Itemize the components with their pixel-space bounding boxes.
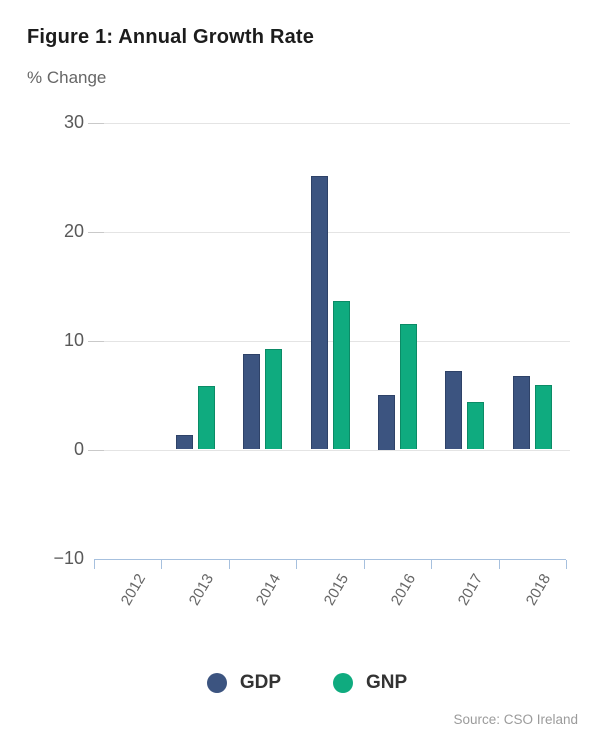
y-axis-tick xyxy=(88,231,104,233)
x-axis-line xyxy=(94,558,566,560)
gridline xyxy=(90,340,570,342)
y-axis-tick xyxy=(88,122,104,124)
legend-item-gnp[interactable]: GNP xyxy=(333,672,407,694)
bar-gnp-2015[interactable] xyxy=(332,301,350,450)
bar-gdp-2016[interactable] xyxy=(377,395,395,450)
bar-gnp-2018[interactable] xyxy=(534,385,552,450)
bar-gdp-2013[interactable] xyxy=(175,435,193,450)
gdp-legend-dot-icon xyxy=(206,673,227,693)
gridline xyxy=(90,122,570,124)
gnp-legend-dot-icon xyxy=(333,673,353,693)
x-axis-tick xyxy=(94,559,95,569)
legend-item-gdp[interactable]: GDP xyxy=(206,672,281,694)
x-axis-label-2014: 2014 xyxy=(252,571,285,609)
bar-gnp-2014[interactable] xyxy=(265,349,283,450)
x-axis-label-2015: 2015 xyxy=(320,571,352,609)
x-axis-tick xyxy=(498,559,500,569)
bar-gnp-2017[interactable] xyxy=(467,401,485,450)
x-axis-label-2016: 2016 xyxy=(387,571,420,609)
y-axis-tick xyxy=(88,340,104,342)
x-axis-tick xyxy=(161,559,163,569)
y-axis-label: 0 xyxy=(73,439,84,459)
bar-gnp-2016[interactable] xyxy=(399,324,417,450)
bar-gnp-2013[interactable] xyxy=(197,386,215,450)
bar-gdp-2015[interactable] xyxy=(310,175,328,450)
x-axis-tick xyxy=(566,559,567,569)
legend-label-gdp: GDP xyxy=(239,672,281,693)
x-axis-tick xyxy=(296,559,298,569)
y-axis-label: −10 xyxy=(53,548,84,568)
x-axis-label-2012: 2012 xyxy=(118,571,150,609)
x-axis-tick xyxy=(363,559,365,569)
source-credit: Source: CSO Ireland xyxy=(453,712,578,727)
legend: GDP GNP xyxy=(0,663,614,703)
x-axis-tick xyxy=(431,559,433,569)
legend-label-gnp: GNP xyxy=(366,672,408,693)
x-axis-label-2013: 2013 xyxy=(185,571,217,609)
y-axis-label: 20 xyxy=(63,221,84,241)
y-axis-tick xyxy=(88,449,104,451)
chart-subtitle: % Change xyxy=(27,68,107,87)
y-axis-label: 10 xyxy=(63,330,84,350)
gridline xyxy=(90,231,570,233)
gridline xyxy=(90,449,570,451)
chart-title: Figure 1: Annual Growth Rate xyxy=(27,26,315,48)
bar-gdp-2018[interactable] xyxy=(512,376,530,450)
bar-gdp-2017[interactable] xyxy=(445,371,463,450)
x-axis-label-2018: 2018 xyxy=(522,571,555,609)
x-axis-label-2017: 2017 xyxy=(455,571,487,609)
y-axis-label: 30 xyxy=(63,112,84,132)
x-axis-tick xyxy=(228,559,230,569)
bar-gdp-2014[interactable] xyxy=(243,353,261,450)
